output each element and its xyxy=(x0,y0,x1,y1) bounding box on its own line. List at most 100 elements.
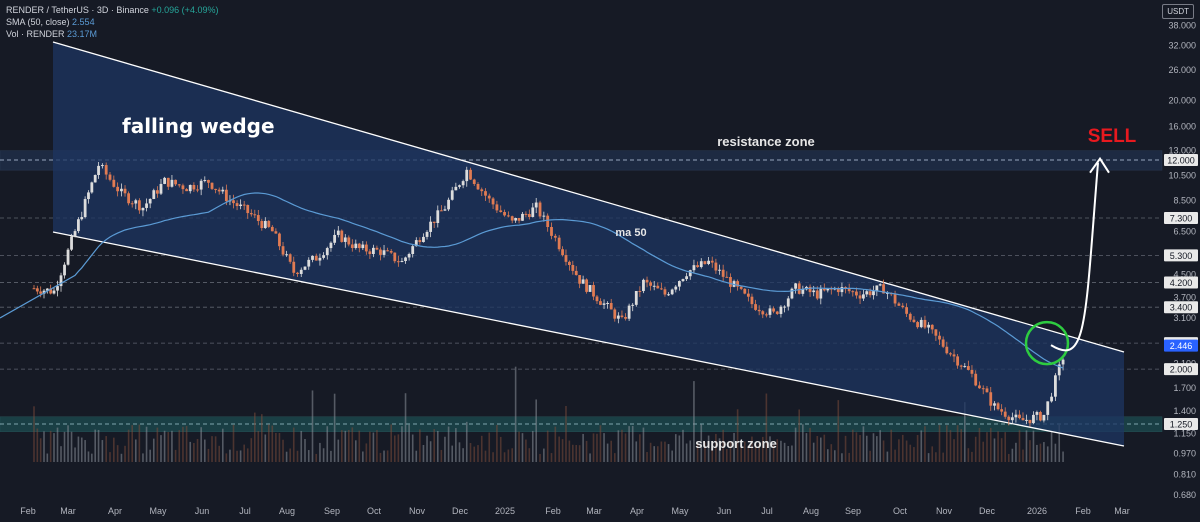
price-tag-box xyxy=(1164,154,1198,166)
symbol-info[interactable]: RENDER / TetherUS · 3D · Binance +0.096 … xyxy=(6,4,218,16)
price-tick-label: 4.500 xyxy=(1173,269,1196,279)
volume-bar xyxy=(319,442,321,462)
candle-body xyxy=(90,182,94,193)
volume-bar xyxy=(341,430,343,462)
volume-bar xyxy=(322,448,325,462)
volume-bar xyxy=(901,434,904,462)
volume-bar xyxy=(185,425,188,462)
volume-bar xyxy=(211,436,213,462)
volume-bar xyxy=(982,441,985,462)
time-axis[interactable]: Feb Mar Apr May Jun Jul Aug Sep Oct Nov Dec 2025 Feb… xyxy=(20,506,1130,516)
volume-bar xyxy=(465,421,468,462)
volume-bar xyxy=(74,447,76,462)
candle-body xyxy=(743,288,747,294)
candle-body xyxy=(546,215,550,228)
volume-bar xyxy=(163,430,166,462)
candle-body xyxy=(794,283,797,289)
volume-bar xyxy=(134,439,137,462)
currency-button[interactable]: USDT xyxy=(1162,4,1194,19)
volume-bar xyxy=(898,439,900,462)
volume-bar xyxy=(783,442,786,462)
candle-body xyxy=(325,248,329,256)
candle-body xyxy=(495,204,499,211)
volume-bar xyxy=(411,434,414,462)
candle-body xyxy=(620,315,624,317)
candle-body xyxy=(974,373,978,386)
candle-body xyxy=(517,218,521,221)
volume-bar xyxy=(300,430,303,462)
volume-bar xyxy=(865,435,868,462)
volume-bar xyxy=(116,445,119,462)
candle-body xyxy=(1025,419,1028,421)
support-zone-label: support zone xyxy=(695,436,777,451)
volume-bar xyxy=(978,427,981,462)
volume-bar xyxy=(101,440,104,462)
volume-bar xyxy=(844,435,847,462)
candle-body xyxy=(901,305,905,308)
candle-body xyxy=(916,322,919,328)
volume-bar xyxy=(820,437,822,462)
candle-body xyxy=(564,255,568,262)
volume-legend[interactable]: Vol · RENDER 23.17M xyxy=(6,28,97,40)
candle-body xyxy=(996,403,1000,410)
candle-body xyxy=(663,289,667,295)
volume-bar xyxy=(834,450,836,462)
candle-body xyxy=(163,177,166,184)
volume-bar xyxy=(207,448,210,462)
candle-body xyxy=(930,324,934,330)
volume-bar xyxy=(589,453,591,462)
volume-bar xyxy=(765,393,768,462)
volume-bar xyxy=(565,405,567,462)
candle-body xyxy=(487,195,491,199)
volume-bar xyxy=(109,452,111,462)
candle-body xyxy=(775,311,779,314)
candle-body xyxy=(875,285,879,292)
volume-bar xyxy=(617,430,620,462)
volume-bar xyxy=(876,436,878,462)
candle-body xyxy=(443,209,447,211)
volume-bar xyxy=(525,439,527,462)
volume-bar xyxy=(56,427,59,462)
volume-bar xyxy=(218,445,220,462)
volume-bar xyxy=(1018,430,1021,462)
volume-bar xyxy=(196,438,199,462)
candle-body xyxy=(235,203,239,207)
price-tick-label: 16.000 xyxy=(1168,121,1196,131)
volume-bar xyxy=(890,429,893,462)
candle-body xyxy=(303,266,307,270)
candle-body xyxy=(878,284,882,286)
volume-bar xyxy=(886,451,889,462)
candle-body xyxy=(120,188,123,192)
candle-body xyxy=(217,189,221,192)
volume-bar xyxy=(1022,449,1024,462)
candle-body xyxy=(314,255,318,261)
volume-bar xyxy=(477,445,479,462)
volume-bar xyxy=(53,433,55,462)
volume-bar xyxy=(993,438,996,462)
candle-body xyxy=(670,289,674,295)
volume-bar xyxy=(653,446,655,462)
volume-bar xyxy=(63,431,66,462)
volume-bar xyxy=(372,432,375,462)
candle-body xyxy=(35,288,39,292)
resistance-zone-label: resistance zone xyxy=(717,134,815,149)
volume-bar xyxy=(689,440,692,462)
volume-bar xyxy=(436,430,439,462)
volume-bar xyxy=(646,452,648,462)
volume-bar xyxy=(1032,430,1035,462)
volume-bar xyxy=(369,431,371,462)
candle-body xyxy=(155,190,159,194)
volume-bar xyxy=(282,439,284,462)
volume-bar xyxy=(949,430,952,462)
price-axis[interactable]: 38.000 32.000 26.000 20.000 16.000 13.000 10.5… xyxy=(1164,20,1198,500)
volume-bar xyxy=(193,443,195,462)
volume-bar xyxy=(344,430,347,462)
sma-legend[interactable]: SMA (50, close) 2.554 xyxy=(6,16,95,28)
candle-body xyxy=(407,254,411,258)
volume-bar xyxy=(812,442,815,462)
volume-bar xyxy=(610,440,612,462)
volume-bar xyxy=(440,449,443,462)
price-tag-box xyxy=(1164,418,1198,430)
candle-body xyxy=(822,288,826,291)
